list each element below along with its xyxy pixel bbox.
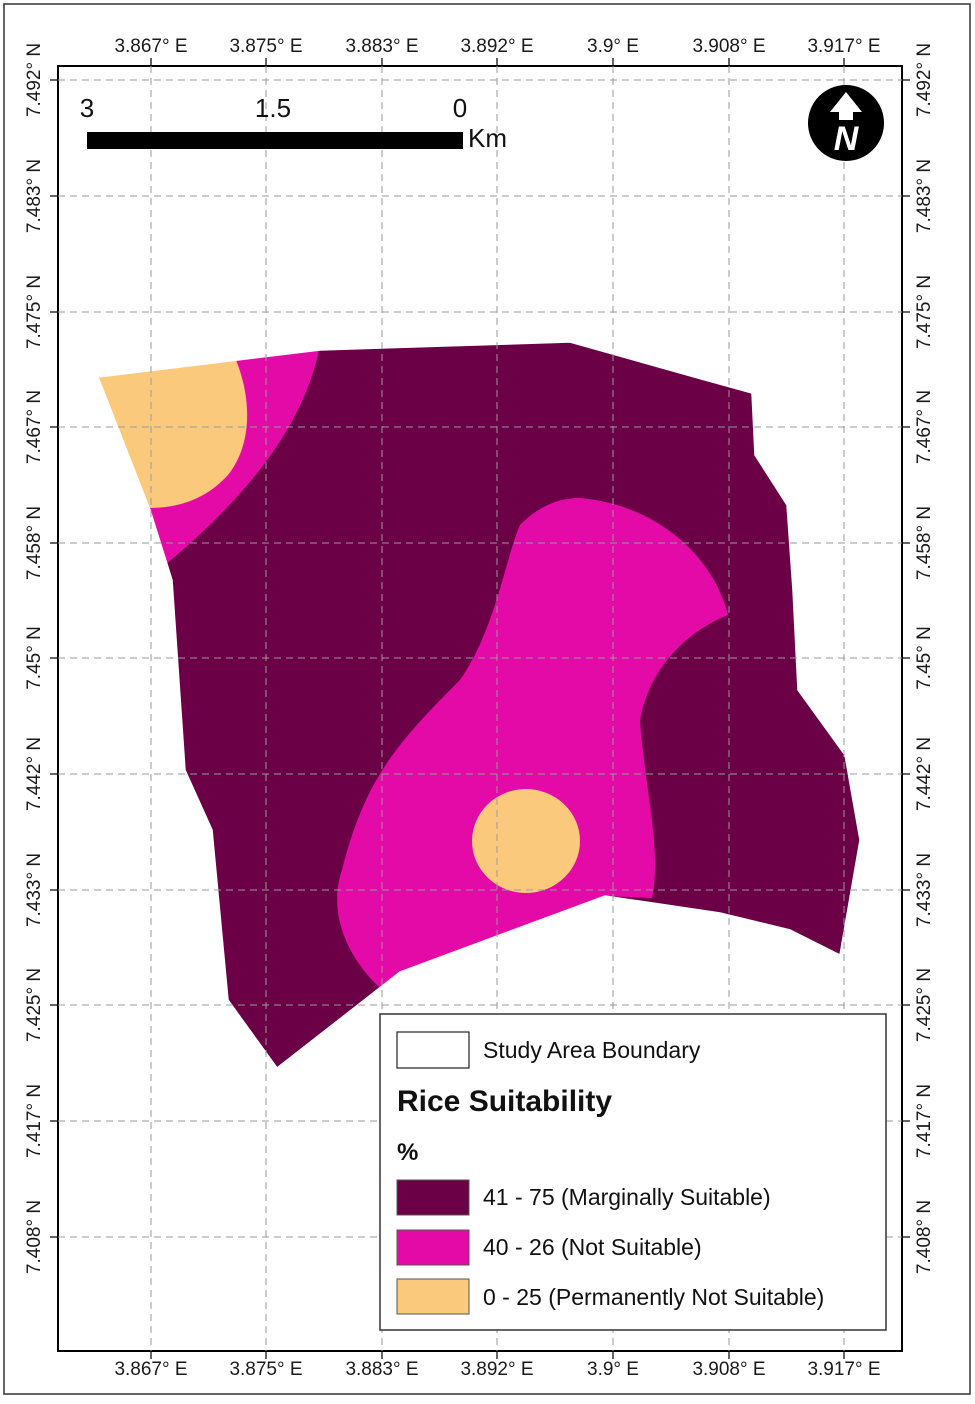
study-area-boundary: [96, 341, 861, 1070]
legend-label-not-suitable: 40 - 26 (Not Suitable): [483, 1234, 702, 1260]
north-arrow-icon: N: [808, 85, 884, 161]
scale-bar-rect: [87, 132, 463, 149]
legend-label-marginally-suitable: 41 - 75 (Marginally Suitable): [483, 1184, 771, 1210]
legend-title: Rice Suitability: [397, 1085, 612, 1118]
outer-frame: [3, 3, 971, 1395]
lon-label-top: 3.917° E: [807, 36, 880, 57]
lon-label-bottom: 3.875° E: [229, 1359, 302, 1380]
lat-label-right: 7.467° N: [914, 390, 935, 464]
lat-label-left: 7.425° N: [24, 968, 45, 1042]
latitude-labels-left: 7.492° N 7.483° N 7.475° N 7.467° N 7.45…: [24, 43, 45, 1274]
lon-label-bottom: 3.908° E: [692, 1359, 765, 1380]
lat-label-left: 7.417° N: [24, 1084, 45, 1158]
legend-swatch-marginally-suitable: [396, 1179, 470, 1216]
lat-label-right: 7.425° N: [914, 968, 935, 1042]
legend: Study Area Boundary Rice Suitability % 4…: [379, 1013, 887, 1331]
lon-label-top: 3.867° E: [114, 36, 187, 57]
scale-bar: 3 1.5 0 Km: [80, 93, 507, 153]
lat-label-left: 7.467° N: [24, 390, 45, 464]
zone-permanently-not-suitable-center: [472, 789, 580, 893]
lat-label-right: 7.433° N: [914, 853, 935, 927]
lat-label-left: 7.442° N: [24, 737, 45, 811]
lat-label-right: 7.45° N: [914, 626, 935, 690]
lat-label-left: 7.458° N: [24, 506, 45, 580]
legend-boundary-swatch: [396, 1031, 470, 1069]
lat-label-left: 7.475° N: [24, 275, 45, 349]
lon-label-bottom: 3.9° E: [587, 1359, 639, 1380]
lat-label-left: 7.492° N: [24, 43, 45, 117]
lat-label-right: 7.475° N: [914, 275, 935, 349]
lon-label-top: 3.908° E: [692, 36, 765, 57]
legend-swatch-not-suitable: [396, 1229, 470, 1266]
lat-label-right: 7.408° N: [914, 1200, 935, 1274]
lat-label-right: 7.483° N: [914, 159, 935, 233]
lon-label-top: 3.875° E: [229, 36, 302, 57]
scale-unit: Km: [468, 123, 507, 153]
lat-label-right: 7.417° N: [914, 1084, 935, 1158]
frame-ticks: [50, 58, 910, 1359]
longitude-labels-bottom: 3.867° E 3.875° E 3.883° E 3.892° E 3.9°…: [114, 1359, 880, 1380]
lon-label-bottom: 3.892° E: [460, 1359, 533, 1380]
lon-label-top: 3.892° E: [460, 36, 533, 57]
lon-label-bottom: 3.917° E: [807, 1359, 880, 1380]
latitude-labels-right: 7.492° N 7.483° N 7.475° N 7.467° N 7.45…: [914, 43, 935, 1274]
legend-unit: %: [397, 1139, 418, 1166]
lat-label-right: 7.492° N: [914, 43, 935, 117]
legend-swatch-permanently-not-suitable: [396, 1278, 470, 1315]
scale-label-3: 3: [80, 93, 94, 123]
lat-label-left: 7.433° N: [24, 853, 45, 927]
legend-boundary-label: Study Area Boundary: [483, 1037, 701, 1063]
longitude-labels-top: 3.867° E 3.875° E 3.883° E 3.892° E 3.9°…: [114, 36, 880, 57]
lat-label-left: 7.483° N: [24, 159, 45, 233]
lat-label-right: 7.442° N: [914, 737, 935, 811]
lon-label-bottom: 3.883° E: [345, 1359, 418, 1380]
legend-label-permanently-not-suitable: 0 - 25 (Permanently Not Suitable): [483, 1284, 824, 1310]
scale-label-0: 0: [453, 93, 467, 123]
lon-label-bottom: 3.867° E: [114, 1359, 187, 1380]
scale-label-1-5: 1.5: [255, 93, 291, 123]
lat-label-left: 7.408° N: [24, 1200, 45, 1274]
zone-not-suitable-southeast: [337, 498, 728, 988]
lat-label-right: 7.458° N: [914, 506, 935, 580]
lon-label-top: 3.9° E: [587, 36, 639, 57]
lat-label-left: 7.45° N: [24, 626, 45, 690]
north-letter: N: [834, 120, 860, 158]
lon-label-top: 3.883° E: [345, 36, 418, 57]
